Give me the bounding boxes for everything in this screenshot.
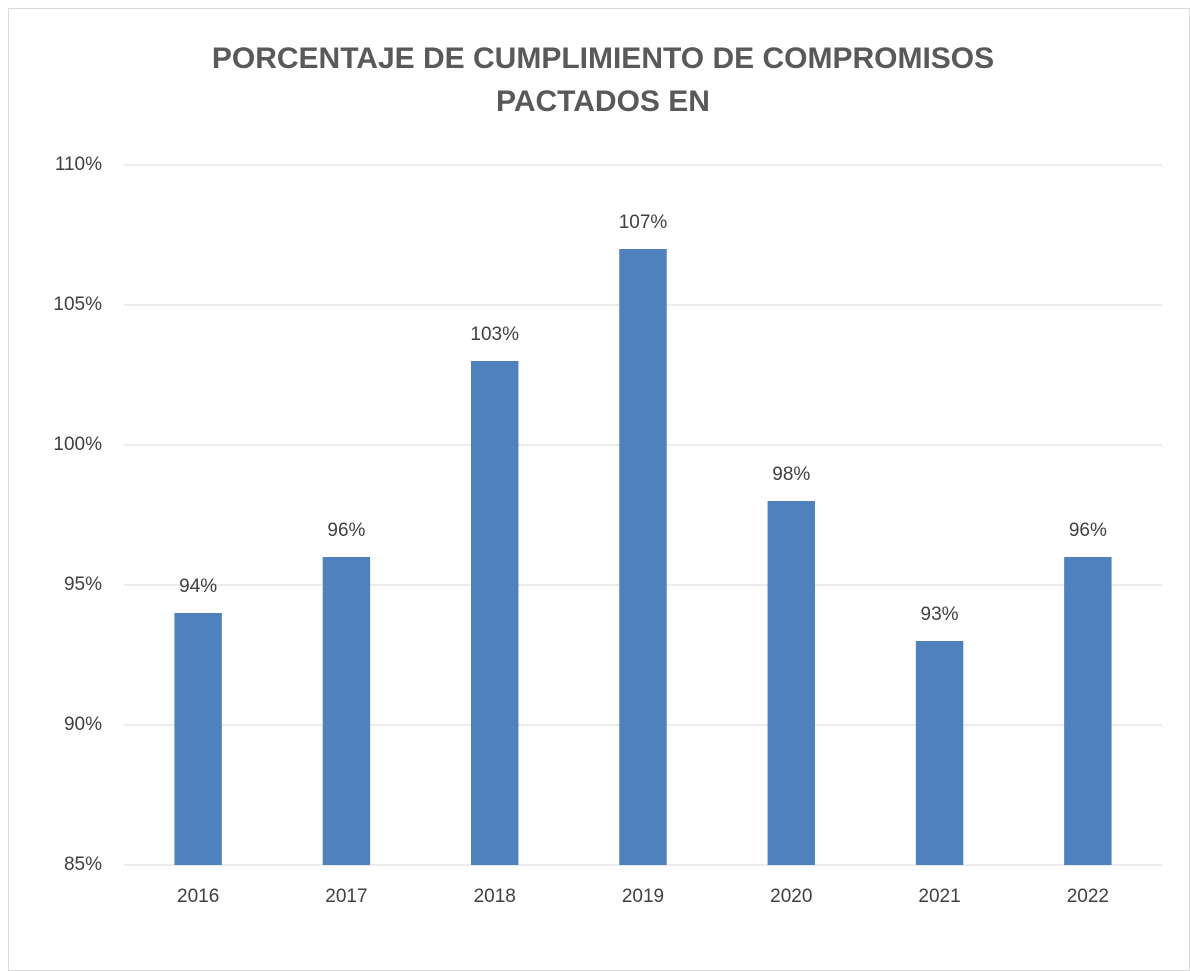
y-tick-label: 85% bbox=[64, 854, 102, 875]
bar bbox=[767, 501, 816, 865]
y-tick-label: 90% bbox=[64, 714, 102, 735]
y-tick-label: 105% bbox=[53, 294, 102, 315]
y-tick-label: 95% bbox=[64, 574, 102, 595]
data-label: 96% bbox=[327, 520, 365, 541]
x-tick-label: 2016 bbox=[177, 886, 219, 907]
data-label: 96% bbox=[1069, 520, 1107, 541]
data-label: 98% bbox=[772, 464, 810, 485]
bar bbox=[619, 249, 667, 865]
x-tick-label: 2022 bbox=[1067, 886, 1109, 907]
y-tick-label: 100% bbox=[53, 434, 102, 455]
data-label: 94% bbox=[179, 576, 217, 597]
x-tick-label: 2021 bbox=[918, 886, 960, 907]
chart-title: PORCENTAJE DE CUMPLIMIENTO DE COMPROMISO… bbox=[212, 42, 994, 75]
x-tick-label: 2017 bbox=[325, 886, 367, 907]
bar bbox=[322, 557, 371, 865]
bar bbox=[470, 361, 519, 865]
chart-title: PACTADOS EN bbox=[496, 85, 710, 118]
x-tick-label: 2019 bbox=[622, 886, 664, 907]
bar bbox=[174, 613, 222, 865]
data-label: 107% bbox=[619, 212, 668, 233]
x-tick-label: 2020 bbox=[770, 886, 812, 907]
bar bbox=[915, 641, 964, 865]
bar bbox=[1064, 557, 1112, 865]
data-label: 103% bbox=[470, 324, 519, 345]
data-label: 93% bbox=[921, 604, 959, 625]
x-tick-label: 2018 bbox=[474, 886, 516, 907]
y-tick-label: 110% bbox=[55, 154, 102, 175]
